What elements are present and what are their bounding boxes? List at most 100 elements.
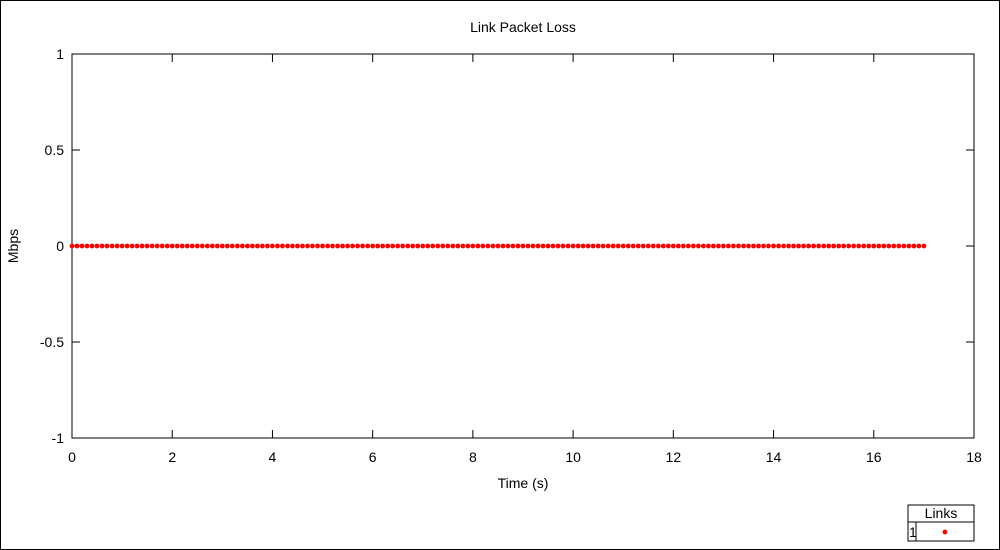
y-axis-label: Mbps bbox=[5, 229, 21, 263]
data-point bbox=[455, 243, 461, 249]
data-point bbox=[881, 243, 887, 249]
data-point bbox=[670, 243, 676, 249]
data-point bbox=[224, 243, 230, 249]
data-point bbox=[260, 243, 265, 249]
data-point bbox=[610, 243, 616, 249]
data-point bbox=[330, 243, 335, 249]
data-point bbox=[445, 243, 451, 249]
data-point bbox=[871, 243, 877, 249]
data-point bbox=[109, 243, 115, 249]
data-point bbox=[475, 243, 481, 249]
data-point bbox=[380, 243, 386, 249]
data-point bbox=[365, 243, 371, 249]
data-point bbox=[500, 243, 506, 249]
data-point bbox=[695, 243, 701, 249]
data-point bbox=[605, 243, 611, 249]
data-point bbox=[911, 243, 917, 249]
data-point bbox=[520, 243, 526, 249]
data-point bbox=[585, 243, 591, 249]
data-point bbox=[570, 243, 576, 249]
data-point bbox=[846, 243, 852, 249]
data-point bbox=[470, 243, 476, 249]
data-point bbox=[746, 243, 751, 249]
data-point bbox=[510, 243, 516, 249]
data-point bbox=[229, 243, 235, 249]
data-point bbox=[275, 243, 280, 249]
data-point bbox=[560, 243, 566, 249]
data-point bbox=[79, 243, 85, 249]
data-point bbox=[801, 243, 807, 249]
data-point bbox=[731, 243, 736, 249]
data-point bbox=[600, 243, 606, 249]
data-point bbox=[320, 243, 325, 249]
data-point bbox=[495, 243, 501, 249]
data-point bbox=[711, 243, 716, 249]
data-point bbox=[891, 243, 897, 249]
data-point bbox=[485, 243, 491, 249]
data-point bbox=[565, 243, 571, 249]
data-point bbox=[856, 243, 862, 249]
data-point bbox=[640, 243, 646, 249]
x-tick-label: 8 bbox=[469, 449, 477, 465]
data-point bbox=[480, 243, 486, 249]
data-point bbox=[761, 243, 766, 249]
data-point bbox=[816, 243, 822, 249]
data-point bbox=[390, 243, 396, 249]
data-point bbox=[580, 243, 586, 249]
data-point bbox=[340, 243, 345, 249]
legend: Links 1 bbox=[907, 504, 975, 542]
data-point bbox=[896, 243, 902, 249]
data-point bbox=[410, 243, 416, 249]
data-point bbox=[505, 243, 511, 249]
data-point bbox=[400, 243, 406, 249]
data-point bbox=[620, 243, 626, 249]
data-point bbox=[435, 243, 441, 249]
data-point bbox=[214, 243, 220, 249]
data-point bbox=[305, 243, 310, 249]
data-point bbox=[675, 243, 681, 249]
data-point bbox=[265, 243, 270, 249]
data-point bbox=[315, 243, 320, 249]
data-point bbox=[575, 243, 581, 249]
data-point bbox=[901, 243, 907, 249]
data-point bbox=[866, 243, 872, 249]
data-point bbox=[129, 243, 135, 249]
data-point bbox=[460, 243, 466, 249]
data-point bbox=[360, 243, 366, 249]
data-point bbox=[741, 243, 746, 249]
data-point bbox=[159, 243, 165, 249]
data-point bbox=[295, 243, 300, 249]
data-point bbox=[169, 243, 175, 249]
data-point bbox=[590, 243, 596, 249]
data-point bbox=[255, 243, 260, 249]
data-point bbox=[204, 243, 210, 249]
data-point bbox=[751, 243, 756, 249]
legend-entry-marker bbox=[942, 529, 948, 535]
x-tick-label: 6 bbox=[369, 449, 377, 465]
data-point bbox=[811, 243, 817, 249]
y-tick-label: 1 bbox=[56, 46, 64, 62]
data-point bbox=[149, 243, 155, 249]
data-point bbox=[74, 243, 80, 249]
data-point bbox=[164, 243, 170, 249]
data-point bbox=[921, 243, 927, 249]
data-point bbox=[756, 243, 761, 249]
data-point bbox=[350, 243, 356, 249]
data-point bbox=[84, 243, 90, 249]
data-point bbox=[69, 243, 75, 249]
data-point bbox=[290, 243, 295, 249]
data-point bbox=[415, 243, 421, 249]
data-point bbox=[771, 243, 776, 249]
data-point bbox=[841, 243, 847, 249]
y-tick-label: -0.5 bbox=[40, 334, 64, 350]
data-point bbox=[104, 243, 110, 249]
data-point bbox=[465, 243, 471, 249]
data-point bbox=[680, 243, 686, 249]
data-point bbox=[660, 243, 666, 249]
data-point bbox=[370, 243, 376, 249]
y-tick-label: -1 bbox=[52, 430, 65, 446]
data-point bbox=[134, 243, 140, 249]
data-point bbox=[420, 243, 426, 249]
data-point bbox=[736, 243, 741, 249]
data-point bbox=[199, 243, 205, 249]
